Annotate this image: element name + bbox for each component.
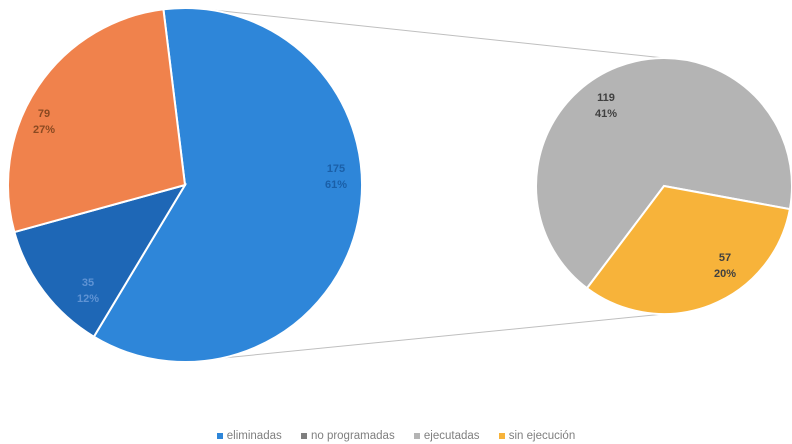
main-slice-79: [7, 8, 187, 234]
secondary-pie: [535, 57, 792, 315]
main-label-pct-27: 27%: [33, 124, 55, 136]
legend-label: sin ejecución: [508, 430, 576, 442]
legend-swatch: [300, 433, 307, 439]
sec-label-value-119: 119: [597, 92, 615, 104]
main-slice-175: [92, 7, 363, 363]
main-label-pct-61: 61%: [325, 179, 347, 191]
legend-item-eliminadas: eliminadas: [216, 430, 282, 442]
legend: eliminadas no programadas ejecutadas sin…: [0, 430, 792, 442]
connector-bottom: [221, 313, 665, 359]
main-label-pct-12: 12%: [77, 293, 99, 305]
main-label-value-79: 79: [38, 108, 50, 120]
legend-swatch: [216, 433, 223, 439]
legend-label: no programadas: [310, 430, 395, 442]
legend-swatch: [498, 433, 505, 439]
legend-item-ejecutadas: ejecutadas: [413, 430, 480, 442]
sec-label-pct-20: 20%: [714, 268, 736, 280]
connector-lines: [203, 8, 665, 359]
main-slice-35: [13, 183, 188, 339]
legend-swatch: [413, 433, 420, 439]
main-label-value-175: 175: [327, 163, 345, 175]
legend-item-no-programadas: no programadas: [300, 430, 395, 442]
main-pie: [7, 7, 363, 363]
connector-top: [203, 8, 665, 59]
legend-label: eliminadas: [226, 430, 282, 442]
legend-item-sin-ejecucion: sin ejecución: [498, 430, 576, 442]
data-labels: 175 61% 35 12% 79 27% 119 41% 57 20%: [33, 92, 736, 305]
sec-label-value-57: 57: [719, 252, 731, 264]
sec-label-pct-41: 41%: [595, 108, 617, 120]
secondary-slice-119: [535, 57, 792, 290]
main-label-value-35: 35: [82, 277, 94, 289]
secondary-slice-57: [585, 184, 792, 315]
legend-label: ejecutadas: [423, 430, 480, 442]
